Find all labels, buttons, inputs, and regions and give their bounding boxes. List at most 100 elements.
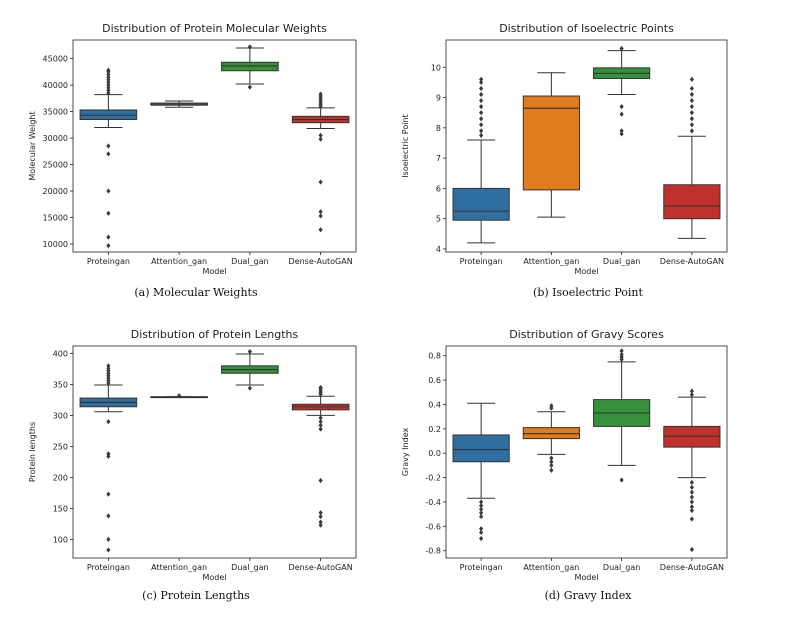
caption-gravy-index: (d) Gravy Index xyxy=(544,589,632,602)
outlier-point xyxy=(479,104,484,110)
x-tick-label: Dense-AutoGAN xyxy=(660,257,724,266)
box-dense-autogan xyxy=(663,388,721,553)
outlier-point xyxy=(689,97,694,104)
x-tick-label: Proteingan xyxy=(87,257,130,266)
chart-title: Distribution of Protein Lengths xyxy=(131,328,299,341)
box-proteingan xyxy=(452,76,510,244)
box-attention-gan xyxy=(522,72,580,218)
box-proteingan xyxy=(79,363,138,553)
outlier-point xyxy=(479,513,484,520)
box-body xyxy=(452,187,510,221)
panel-molecular-weights: Distribution of Protein Molecular Weight… xyxy=(0,0,392,309)
x-tick-label: Dense-AutoGAN xyxy=(289,563,353,572)
box-body xyxy=(663,425,721,448)
outlier-point xyxy=(318,132,323,138)
outlier-point xyxy=(479,535,484,542)
box-attention-gan xyxy=(150,392,208,399)
outlier-point xyxy=(106,85,111,91)
outlier-point xyxy=(479,506,484,512)
outlier-point xyxy=(106,67,111,73)
y-tick-label: 30000 xyxy=(43,134,68,143)
outlier-point xyxy=(106,513,111,519)
box-attention-gan xyxy=(150,100,208,108)
x-tick-label: Dual_gan xyxy=(603,563,640,572)
y-tick-label: -0.4 xyxy=(425,498,441,507)
y-axis-label: Isoelectric Point xyxy=(401,114,410,177)
outlier-point xyxy=(619,348,624,354)
y-tick-label: 250 xyxy=(53,442,68,451)
outlier-point xyxy=(247,348,252,355)
outlier-point xyxy=(689,128,694,134)
y-tick-label: 350 xyxy=(53,380,68,389)
y-axis-label: Protein lengths xyxy=(28,422,37,482)
y-tick-label: -0.2 xyxy=(425,474,441,483)
outlier-point xyxy=(619,351,624,358)
outlier-point xyxy=(689,546,694,553)
chart-molecular-weights: Distribution of Protein Molecular Weight… xyxy=(28,22,357,276)
x-axis-label: Model xyxy=(574,573,598,582)
box-body xyxy=(663,184,721,220)
y-tick-label: -0.6 xyxy=(425,522,441,531)
outlier-point xyxy=(318,513,323,520)
box-dense-autogan xyxy=(291,384,350,528)
x-tick-label: Attention_gan xyxy=(523,257,579,266)
outlier-point xyxy=(106,90,111,96)
outlier-point xyxy=(479,529,484,536)
y-tick-label: 35000 xyxy=(43,108,68,117)
outlier-point xyxy=(689,499,694,505)
y-tick-label: 0.8 xyxy=(428,352,441,361)
outlier-point xyxy=(318,477,323,484)
y-tick-label: 10 xyxy=(431,63,441,72)
outlier-point xyxy=(106,143,111,149)
outlier-point xyxy=(689,85,694,92)
outlier-point xyxy=(689,489,694,495)
y-tick-label: 6 xyxy=(436,184,441,193)
outlier-point xyxy=(479,122,484,128)
outlier-point xyxy=(479,132,484,138)
outlier-point xyxy=(106,210,111,216)
outlier-point xyxy=(549,403,554,409)
box-body xyxy=(452,434,510,463)
y-tick-label: 200 xyxy=(53,473,68,482)
y-tick-label: 300 xyxy=(53,411,68,420)
box-dual-gan xyxy=(593,348,651,483)
y-tick-label: 25000 xyxy=(43,161,68,170)
x-tick-label: Proteingan xyxy=(460,563,503,572)
outlier-point xyxy=(689,122,694,128)
y-tick-label: 8 xyxy=(436,124,441,133)
y-tick-label: 150 xyxy=(53,504,68,513)
outlier-point xyxy=(549,455,554,461)
x-tick-label: Dense-AutoGAN xyxy=(660,563,724,572)
y-tick-label: 40000 xyxy=(43,81,68,90)
box-body xyxy=(522,95,580,191)
box-dual-gan xyxy=(221,348,279,391)
outlier-point xyxy=(318,419,323,425)
y-axis-label: Molecular Weight xyxy=(28,111,37,180)
outlier-point xyxy=(318,415,323,421)
outlier-point xyxy=(689,110,694,116)
y-tick-label: 100 xyxy=(53,535,68,544)
outlier-point xyxy=(106,151,111,157)
plot-frame xyxy=(72,345,357,559)
plot-frame xyxy=(445,39,728,253)
panel-gravy-index: Distribution of Gravy Scores -0.8 -0.6 -0.4… xyxy=(392,309,784,618)
x-tick-label: Dual_gan xyxy=(231,257,268,266)
outlier-point xyxy=(106,87,111,93)
outlier-point xyxy=(619,45,624,52)
chart-title: Distribution of Isoelectric Points xyxy=(499,22,674,35)
outlier-point xyxy=(689,479,694,486)
y-tick-label: 4 xyxy=(436,245,441,254)
y-tick-label: 15000 xyxy=(43,214,68,223)
panel-protein-lengths: Distribution of Protein Lengths 100 150 200… xyxy=(0,309,392,618)
outlier-point xyxy=(247,44,252,50)
outlier-point xyxy=(106,79,111,85)
outlier-point xyxy=(689,494,694,500)
outlier-point xyxy=(106,243,111,249)
y-tick-label: 20000 xyxy=(43,187,68,196)
outlier-point xyxy=(106,234,111,240)
box-proteingan xyxy=(79,67,138,249)
outlier-point xyxy=(689,104,694,110)
caption-protein-lengths: (c) Protein Lengths xyxy=(142,589,250,602)
outlier-point xyxy=(318,136,323,142)
y-tick-label: 0.2 xyxy=(428,425,441,434)
